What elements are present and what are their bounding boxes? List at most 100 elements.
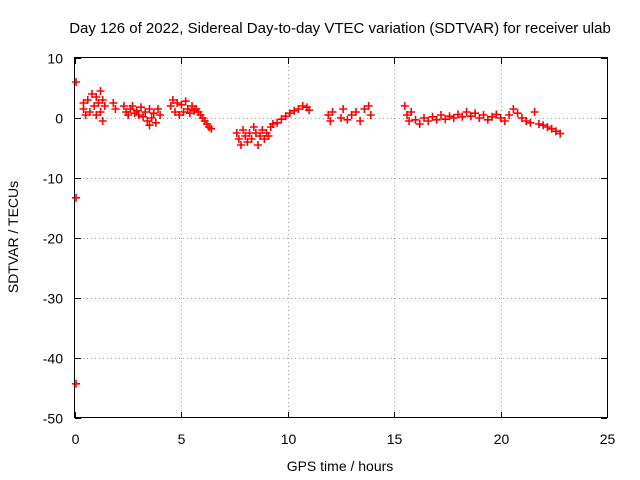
- data-point: [234, 135, 243, 143]
- x-tick-label: 5: [178, 431, 186, 447]
- data-point: [258, 126, 267, 134]
- data-point: [496, 114, 505, 122]
- data-point: [153, 105, 162, 113]
- data-point: [94, 99, 103, 107]
- data-point: [128, 102, 137, 110]
- data-point: [517, 114, 526, 122]
- data-point: [85, 108, 94, 116]
- data-point: [277, 115, 286, 124]
- data-point: [424, 117, 433, 125]
- data-point: [462, 108, 471, 116]
- data-point: [151, 118, 160, 127]
- x-tick-label: 25: [600, 431, 616, 447]
- data-point: [324, 111, 333, 119]
- data-point: [551, 127, 560, 136]
- data-point: [72, 78, 81, 86]
- chart-title: Day 126 of 2022, Sidereal Day-to-day VTE…: [69, 20, 611, 37]
- data-point: [83, 96, 92, 104]
- data-point: [79, 105, 88, 113]
- data-point: [411, 115, 420, 124]
- data-point: [98, 117, 107, 125]
- data-point: [500, 117, 509, 125]
- y-tick-label: -40: [43, 351, 63, 367]
- data-point: [136, 103, 145, 112]
- data-point: [256, 132, 265, 140]
- data-point: [475, 114, 484, 122]
- data-point: [96, 87, 105, 95]
- data-point: [171, 108, 180, 116]
- data-point: [92, 93, 101, 101]
- data-point: [298, 102, 307, 110]
- data-point: [437, 111, 446, 119]
- data-point: [458, 112, 467, 121]
- x-axis-label: GPS time / hours: [287, 458, 394, 474]
- data-point: [96, 108, 105, 116]
- x-tick-label: 20: [494, 431, 510, 447]
- data-point: [207, 124, 216, 133]
- data-point: [543, 123, 552, 131]
- data-point: [175, 111, 184, 119]
- data-point: [328, 108, 337, 116]
- data-point: [239, 126, 248, 134]
- data-point: [441, 115, 450, 124]
- data-point: [509, 105, 518, 113]
- y-tick-label: 10: [47, 51, 63, 67]
- axis-ticks: 0 5 10 15 20 25 10 0 -10 -20 -30 -40 -50: [43, 51, 616, 448]
- x-tick-label: 10: [281, 431, 297, 447]
- data-point: [173, 99, 182, 107]
- data-point: [419, 114, 428, 122]
- y-tick-label: 0: [55, 111, 63, 127]
- data-point: [177, 100, 186, 109]
- y-tick-label: -50: [43, 411, 63, 427]
- data-point: [179, 108, 188, 116]
- data-point: [268, 120, 277, 128]
- data-point: [254, 141, 263, 149]
- data-point: [364, 102, 373, 110]
- data-point: [343, 115, 352, 124]
- data-point: [92, 111, 101, 119]
- data-point: [454, 110, 463, 119]
- data-point: [247, 135, 256, 143]
- data-point: [402, 111, 411, 119]
- data-point: [188, 102, 197, 110]
- data-point: [445, 112, 454, 121]
- data-point: [98, 96, 107, 104]
- data-point: [294, 105, 303, 113]
- data-point: [90, 102, 99, 110]
- data-point: [241, 132, 250, 140]
- data-point: [530, 108, 539, 116]
- data-point: [168, 96, 177, 104]
- data-point: [145, 105, 154, 113]
- data-point: [305, 106, 314, 115]
- data-point: [449, 114, 458, 122]
- data-point: [273, 118, 282, 127]
- data-point: [526, 118, 535, 127]
- data-point: [185, 109, 194, 118]
- data-point: [132, 106, 141, 115]
- data-point: [139, 112, 148, 121]
- data-point: [471, 109, 480, 118]
- data-point: [260, 135, 269, 143]
- x-tick-label: 15: [387, 431, 403, 447]
- data-point: [337, 114, 345, 122]
- data-point: [143, 117, 152, 125]
- data-point: [405, 117, 414, 125]
- data-point: [232, 129, 241, 137]
- data-point: [483, 115, 492, 124]
- data-point: [492, 110, 501, 119]
- data-point: [407, 108, 416, 116]
- data-point: [264, 132, 273, 140]
- data-point: [243, 138, 252, 146]
- data-point: [149, 109, 158, 118]
- y-tick-label: -30: [43, 291, 63, 307]
- data-point: [166, 102, 175, 110]
- data-points: [72, 78, 565, 388]
- x-tick-label: 0: [72, 431, 80, 447]
- data-point: [147, 114, 156, 122]
- data-point: [181, 97, 190, 106]
- data-point: [134, 111, 143, 119]
- data-point: [145, 121, 154, 130]
- data-point: [432, 115, 441, 124]
- y-tick-label: -20: [43, 231, 63, 247]
- data-point: [111, 105, 120, 113]
